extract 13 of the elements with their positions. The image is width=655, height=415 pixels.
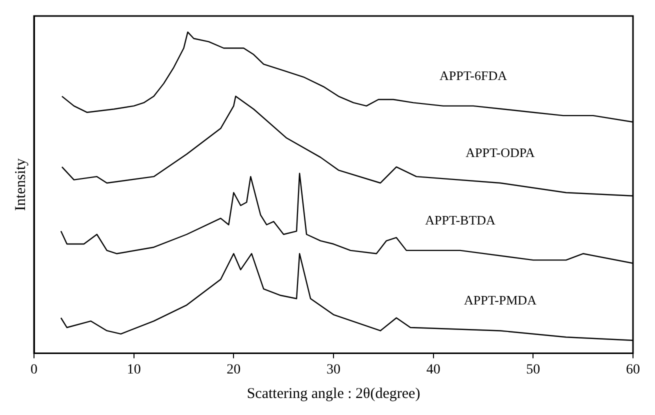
x-tick-label: 0	[30, 362, 38, 378]
x-tick-label: 40	[426, 362, 440, 378]
x-tick-label: 30	[326, 362, 340, 378]
y-axis-title: Intensity	[12, 158, 29, 211]
series-label: APPT-PMDA	[464, 292, 538, 308]
x-tick-label: 60	[626, 362, 640, 378]
x-tick-label: 10	[126, 362, 141, 378]
x-tick-label: 50	[526, 362, 540, 378]
series-label: APPT-ODPA	[466, 144, 536, 160]
series-label: APPT-6FDA	[440, 68, 508, 83]
x-tick-label: 20	[226, 362, 241, 378]
series-label: APPT-BTDA	[425, 212, 496, 228]
x-axis-title: Scattering angle : 2θ(degree)	[246, 386, 420, 402]
